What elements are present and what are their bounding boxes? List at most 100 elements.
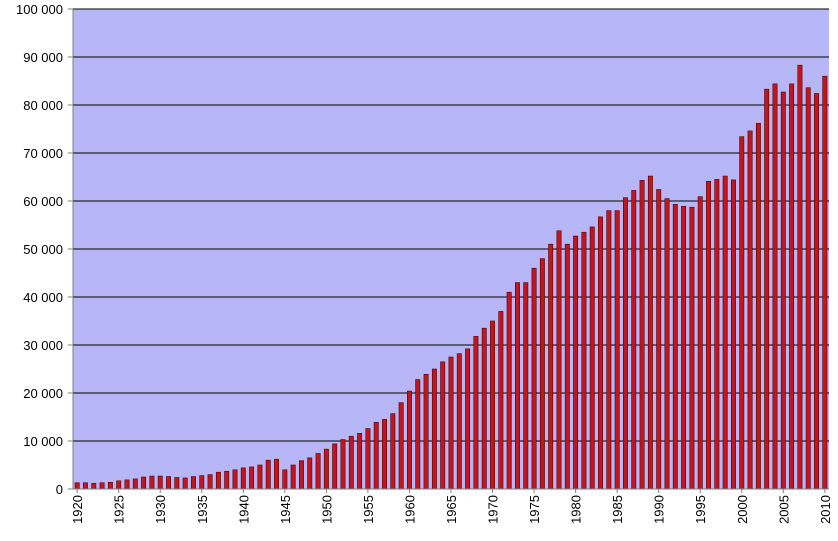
bar-1941: [249, 466, 255, 490]
bar-1933: [182, 477, 188, 490]
x-tick-label: 1955: [361, 495, 376, 524]
bar-1924: [107, 481, 113, 490]
x-tick-label: 1925: [112, 495, 127, 524]
x-tick-label: 1985: [610, 495, 625, 524]
bar-1932: [174, 477, 180, 490]
bar-1982: [589, 226, 595, 490]
bar-1998: [722, 175, 728, 490]
x-tick-label: 1920: [70, 495, 85, 524]
bar-1953: [348, 435, 354, 490]
bar-2003: [764, 88, 770, 490]
bar-1969: [481, 327, 487, 490]
bar-1968: [473, 336, 479, 490]
bar-1996: [706, 181, 711, 490]
bar-1947: [299, 460, 304, 490]
x-tick-label: 1935: [195, 495, 210, 524]
bar-1967: [465, 348, 471, 490]
bar-1949: [315, 453, 321, 490]
x-tick-labels: 1920 1925 1930 1935 1940 1945 1950 1955 1960 1965…: [70, 489, 833, 524]
bar-1931: [166, 476, 171, 490]
bar-1983: [598, 216, 603, 490]
bar-1948: [307, 457, 313, 490]
bar-1923: [99, 482, 105, 490]
bar-1938: [224, 470, 230, 490]
bar-1994: [689, 206, 695, 490]
bar-1980: [573, 235, 579, 490]
bar-1988: [639, 180, 645, 490]
bar-1991: [664, 198, 670, 490]
bar-2010: [822, 75, 828, 490]
x-tick-label: 1930: [153, 495, 168, 524]
x-tick-label: 2010: [818, 495, 833, 524]
bar-1929: [149, 475, 155, 490]
y-tick-label: 40 000: [23, 290, 63, 305]
bar-1952: [340, 439, 346, 490]
bar-1966: [456, 353, 462, 490]
bar-1958: [390, 413, 396, 490]
bar-1971: [498, 311, 504, 490]
bar-2007: [797, 64, 803, 490]
y-tick-label: 50 000: [23, 242, 63, 257]
y-tick-label: 20 000: [23, 386, 63, 401]
bar-1956: [373, 421, 379, 490]
bar-1977: [548, 243, 554, 490]
bar-1959: [398, 402, 404, 490]
bar-2002: [755, 122, 761, 490]
bar-1922: [91, 482, 97, 490]
x-tick-label: 2000: [735, 495, 750, 524]
bar-2009: [814, 93, 819, 490]
y-tick-labels: 0 10 000 20 000 30 000 40 000 50 000 60 000 70 …: [16, 2, 73, 497]
bar-1957: [382, 419, 387, 490]
bar-1990: [656, 189, 662, 490]
x-tick-label: 1980: [569, 495, 584, 524]
bar-1937: [215, 471, 221, 490]
bar-2001: [747, 130, 753, 490]
bar-1974: [523, 282, 529, 490]
bar-1975: [531, 267, 537, 490]
bar-1934: [191, 476, 196, 490]
bar-1955: [365, 428, 371, 490]
bar-1954: [357, 433, 363, 490]
bar-1935: [199, 475, 205, 490]
bar-1979: [564, 243, 570, 490]
bar-1960: [407, 390, 412, 490]
x-tick-label: 1995: [693, 495, 708, 524]
bar-1943: [265, 459, 271, 490]
bar-1993: [681, 205, 687, 490]
y-tick-label: 30 000: [23, 338, 63, 353]
y-tick-label: 100 000: [16, 2, 63, 17]
bar-1995: [697, 196, 703, 490]
bar-1927: [132, 478, 138, 490]
x-tick-label: 1940: [236, 495, 251, 524]
bar-2008: [805, 87, 811, 490]
bar-1950: [323, 448, 329, 490]
bar-1961: [415, 379, 421, 490]
bar-1972: [506, 291, 512, 490]
bar-1965: [448, 356, 454, 490]
bar-1944: [274, 458, 279, 490]
bar-1986: [623, 197, 628, 490]
bar-1942: [257, 464, 263, 490]
bar-1976: [539, 258, 545, 490]
y-tick-label: 60 000: [23, 194, 63, 209]
bar-1930: [157, 475, 163, 490]
bar-2000: [739, 136, 745, 490]
bar-1928: [141, 476, 147, 490]
bar-1973: [515, 282, 520, 490]
x-tick-label: 1970: [486, 495, 501, 524]
bar-1962: [423, 373, 429, 490]
bar-1999: [731, 179, 736, 490]
bar-1989: [647, 175, 653, 490]
y-tick-label: 10 000: [23, 434, 63, 449]
bar-2006: [789, 83, 795, 490]
bar-1940: [240, 467, 246, 490]
bar-2005: [780, 91, 786, 490]
x-tick-label: 2005: [776, 495, 791, 524]
bar-1992: [672, 204, 678, 490]
bar-2004: [772, 83, 778, 490]
bar-1997: [714, 179, 720, 490]
bar-1978: [556, 230, 562, 490]
x-tick-label: 1945: [278, 495, 293, 524]
bar-1970: [490, 320, 495, 490]
